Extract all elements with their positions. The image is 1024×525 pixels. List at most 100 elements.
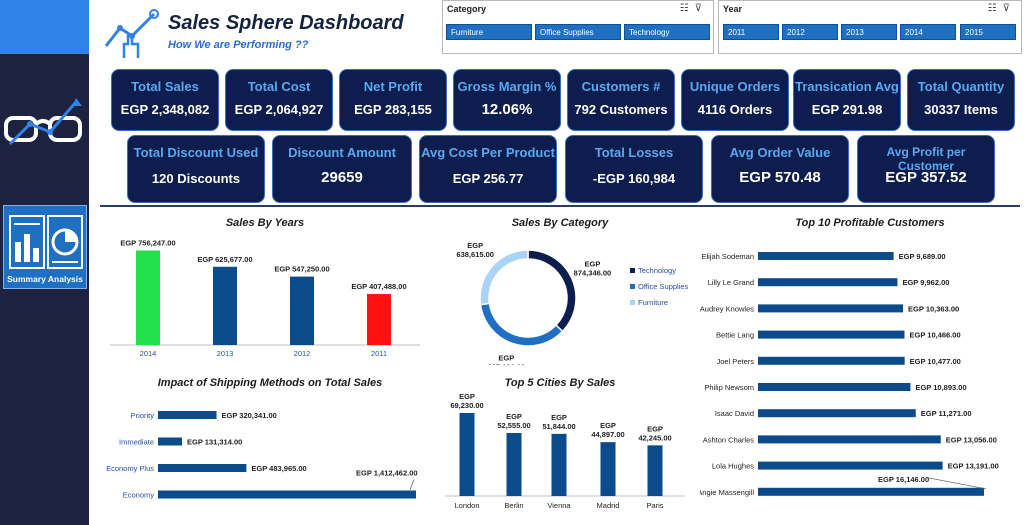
kpi-value: 29659 [321, 169, 363, 186]
category-label: Philip Newsom [704, 383, 754, 392]
slicer-item-furniture[interactable]: Furniture [446, 24, 532, 40]
sidebar-item-summary-analysis[interactable]: Summary Analysis [3, 205, 87, 289]
legend-swatch [630, 300, 635, 305]
kpi-card-transaction-avg: Transication Avg EGP 291.98 [793, 69, 901, 131]
slicer-item-2014[interactable]: 2014 [900, 24, 956, 40]
tick-label: Berlin [504, 501, 523, 510]
data-label: EGP 44,897.00 [591, 421, 624, 439]
kpi-value: 4116 Orders [697, 102, 773, 117]
bar [758, 435, 941, 444]
clear-filter-icon[interactable]: ⊽ [1002, 3, 1016, 14]
bar [600, 442, 616, 496]
bar [290, 276, 314, 345]
tick-label: 2012 [294, 349, 311, 358]
kpi-card-total-cost: Total Cost EGP 2,064,927 [225, 69, 333, 131]
kpi-value: 120 Discounts [151, 171, 241, 186]
legend-label: Technology [638, 266, 676, 275]
multi-select-icon[interactable]: ☷ [679, 3, 695, 14]
chart-title-top-customers: Top 10 Profitable Customers [795, 217, 945, 229]
slicer-item-office-supplies[interactable]: Office Supplies [535, 24, 621, 40]
kpi-title: Discount Amount [288, 145, 396, 160]
data-label: EGP 13,191.00 [948, 462, 999, 471]
kpi-card-unique-orders: Unique Orders 4116 Orders [681, 69, 789, 131]
divider [100, 205, 1020, 207]
kpi-card-gross-margin: Gross Margin % 12.06% [453, 69, 561, 131]
slicer-item-2011[interactable]: 2011 [723, 24, 779, 40]
data-label: EGP 638,615.00 [456, 241, 494, 259]
kpi-card-total-losses: Total Losses -EGP 160,984 [565, 135, 703, 203]
bar [158, 437, 182, 446]
page-title: Sales Sphere Dashboard [168, 12, 404, 34]
kpi-title: Avg Cost Per Product [421, 145, 555, 160]
category-label: Lola Hughes [712, 462, 754, 471]
data-label: EGP 13,056.00 [946, 435, 997, 444]
kpi-card-avg-order-value: Avg Order Value EGP 570.48 [711, 135, 849, 203]
sidebar-item-label: Summary Analysis [7, 274, 83, 284]
data-label: EGP 131,314.00 [187, 438, 242, 447]
kpi-title: Customers # [581, 79, 661, 94]
slice [527, 249, 577, 333]
data-label: EGP 756,247.00 [120, 238, 175, 247]
kpi-value: EGP 357.52 [885, 169, 967, 186]
tick-label: Paris [646, 501, 663, 510]
kpi-value: -EGP 160,984 [592, 171, 676, 186]
bar [758, 487, 984, 496]
legend-label: Office Supplies [638, 282, 689, 291]
slicer-title: Year [723, 4, 743, 14]
data-label: EGP 9,962.00 [902, 278, 949, 287]
clear-filter-icon[interactable]: ⊽ [694, 3, 708, 14]
bar [758, 330, 905, 339]
kpi-value: EGP 291.98 [811, 102, 883, 117]
kpi-card-net-profit: Net Profit EGP 283,155 [339, 69, 447, 131]
leader-line [409, 479, 415, 490]
kpi-title: Net Profit [363, 79, 423, 94]
dashboard-icon [9, 215, 83, 269]
analytics-logo-icon [104, 9, 159, 58]
tick-label: 2014 [140, 349, 157, 358]
chart-title-shipping-methods: Impact of Shipping Methods on Total Sale… [157, 377, 383, 389]
bar [367, 294, 391, 345]
slicer-item-2015[interactable]: 2015 [960, 24, 1016, 40]
kpi-title: Total Losses [594, 145, 674, 160]
kpi-card-total-quantity: Total Quantity 30337 Items [907, 69, 1015, 131]
tick-label: 2013 [217, 349, 234, 358]
page-subtitle: How We are Performing ?? [168, 39, 309, 51]
category-label: Economy [123, 491, 155, 500]
slicer-title: Category [447, 4, 487, 14]
category-label: Ashton Charles [703, 435, 755, 444]
slicer-item-2012[interactable]: 2012 [782, 24, 838, 40]
data-label: EGP 16,146.00 [878, 475, 929, 484]
bar [758, 278, 898, 287]
kpi-value: EGP 2,064,927 [234, 102, 324, 117]
data-label: EGP 625,677.00 [197, 255, 252, 264]
multi-select-icon[interactable]: ☷ [987, 3, 1003, 14]
sales-by-years-chart: EGP 756,247.00 2014 EGP 625,677.00 2013 EGP … [110, 238, 420, 358]
slicer-item-technology[interactable]: Technology [624, 24, 710, 40]
category-label: Lilly Le Grand [708, 278, 754, 287]
tick-label: 2011 [371, 349, 387, 358]
kpi-value: EGP 2,348,082 [120, 102, 210, 117]
kpi-title: Total Discount Used [133, 145, 259, 160]
tick-label: Vienna [547, 501, 571, 510]
data-label: EGP 10,893.00 [915, 383, 966, 392]
kpi-title: Gross Margin % [457, 79, 557, 94]
data-label: EGP 1,412,462.00 [356, 469, 418, 478]
bar [506, 432, 522, 496]
category-label: Joel Peters [716, 357, 754, 366]
category-label: Immediate [119, 438, 154, 447]
bar [758, 252, 894, 260]
bar [213, 266, 237, 345]
data-label: EGP 320,341.00 [222, 411, 277, 420]
slicer-item-2013[interactable]: 2013 [841, 24, 897, 40]
category-label: Isaac David [715, 409, 754, 418]
bar [136, 250, 160, 345]
kpi-title: Transication Avg [795, 79, 899, 94]
category-label: Elijah Sodeman [701, 252, 754, 261]
slice [479, 249, 529, 306]
kpi-card-customers: Customers # 792 Customers [567, 69, 675, 131]
data-label: EGP 52,555.00 [497, 412, 530, 430]
kpi-value: 12.06% [481, 101, 533, 118]
kpi-value: 30337 Items [924, 102, 998, 117]
